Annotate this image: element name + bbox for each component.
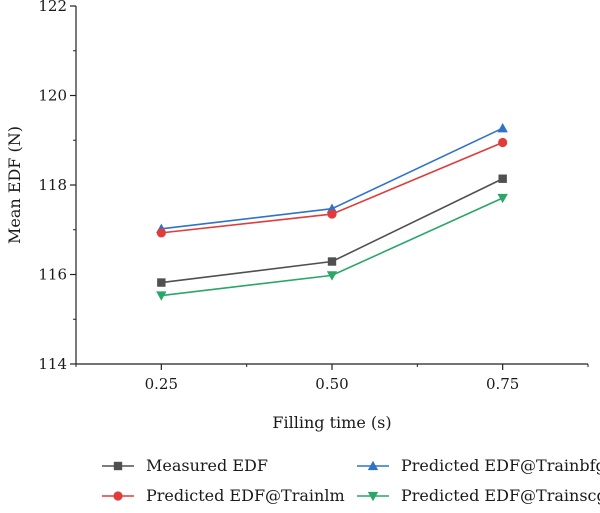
y-tick-label: 114 xyxy=(38,355,67,373)
y-tick-label: 120 xyxy=(38,87,67,105)
y-tick-label: 116 xyxy=(38,266,67,284)
data-point xyxy=(497,122,508,133)
legend-item: Measured EDF xyxy=(102,456,268,475)
legend-label: Predicted EDF@Trainscg xyxy=(401,486,600,505)
plot-area: 114 116 118 120 122 0.25 0.50 0.75 xyxy=(38,0,589,393)
legend-item: Predicted EDF@Trainscg xyxy=(357,486,600,505)
x-axis-title: Filling time (s) xyxy=(272,413,391,432)
x-tick-label: 0.75 xyxy=(486,375,519,393)
y-tick-label: 118 xyxy=(38,176,67,194)
legend-marker xyxy=(113,461,123,471)
legend-item: Predicted EDF@Trainbfg xyxy=(357,456,600,475)
legend-label: Predicted EDF@Trainlm xyxy=(146,486,345,505)
data-point xyxy=(498,137,508,148)
legend-marker xyxy=(113,491,123,501)
data-point xyxy=(156,291,167,301)
series-line xyxy=(161,178,504,284)
data-point xyxy=(326,271,338,281)
series-line xyxy=(161,141,503,234)
x-tick-label: 0.25 xyxy=(145,375,178,393)
data-point xyxy=(156,228,166,238)
data-point xyxy=(157,278,166,287)
data-point xyxy=(497,193,508,204)
legend: Measured EDF Predicted EDF@Trainbfg Predic… xyxy=(102,456,600,505)
data-point xyxy=(327,209,337,219)
data-point xyxy=(327,257,337,266)
legend-label: Predicted EDF@Trainbfg xyxy=(401,456,600,475)
legend-item: Predicted EDF@Trainlm xyxy=(102,486,345,505)
legend-marker xyxy=(367,491,379,502)
y-tick-label: 122 xyxy=(38,0,67,15)
y-axis-title: Mean EDF (N) xyxy=(5,126,24,244)
legend-marker xyxy=(367,460,379,471)
data-point xyxy=(498,174,507,183)
x-tick-label: 0.50 xyxy=(315,375,348,393)
legend-label: Measured EDF xyxy=(146,456,268,475)
